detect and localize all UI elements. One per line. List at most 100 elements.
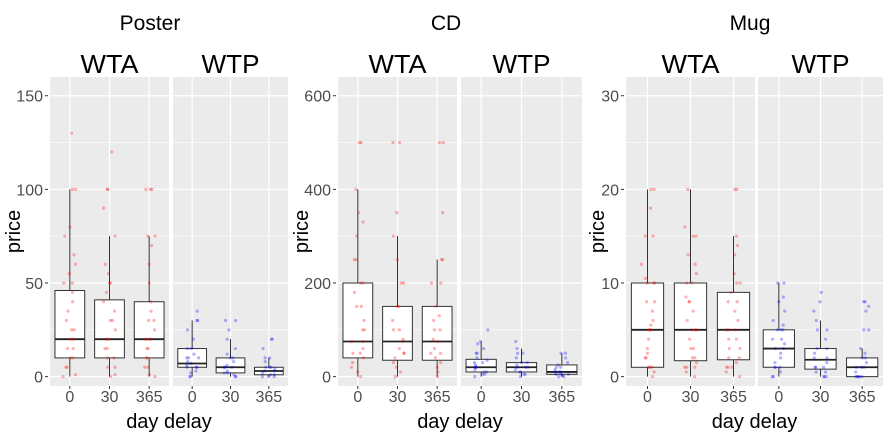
jitter-point [564, 356, 568, 360]
jitter-point [651, 375, 655, 379]
jitter-point [357, 140, 362, 145]
x-axis-label: day delay [417, 411, 503, 433]
jitter-point [724, 365, 729, 369]
jitter-point [192, 352, 196, 356]
x-axis-label: day delay [126, 411, 212, 433]
jitter-point [685, 281, 689, 285]
jitter-point [105, 337, 109, 341]
jitter-point [646, 365, 651, 369]
jitter-point [393, 356, 397, 360]
jitter-point [103, 262, 107, 266]
jitter-point [862, 365, 866, 369]
jitter-point [233, 375, 238, 379]
y-tick-label: 200 [304, 276, 331, 293]
jitter-point [149, 337, 153, 341]
jitter-point [152, 318, 156, 323]
jitter-point [432, 346, 437, 351]
jitter-point [352, 257, 356, 262]
jitter-point [150, 187, 154, 191]
jitter-point [648, 328, 652, 332]
x-tick-label: 365 [849, 389, 876, 406]
box [215, 357, 246, 374]
jitter-point [110, 150, 114, 154]
jitter-point [234, 318, 238, 323]
jitter-point [822, 375, 826, 379]
jitter-point [781, 295, 785, 299]
jitter-point [149, 300, 153, 304]
jitter-point [518, 370, 522, 374]
x-tick-label: 30 [812, 389, 830, 406]
jitter-point [230, 365, 234, 369]
jitter-point [361, 281, 365, 285]
jitter-point [694, 360, 699, 365]
jitter-point [113, 373, 117, 377]
jitter-point [261, 346, 265, 351]
jitter-point [269, 365, 273, 369]
jitter-point [268, 356, 272, 360]
jitter-point [73, 187, 78, 191]
jitter-point [436, 370, 440, 374]
jitter-point [646, 337, 651, 341]
jitter-point [147, 318, 151, 323]
jitter-point [557, 375, 561, 379]
jitter-point [272, 373, 276, 377]
jitter-point [145, 346, 149, 351]
y-tick-label: 100 [16, 182, 43, 199]
jitter-point [68, 356, 72, 360]
jitter-point [735, 281, 739, 285]
jitter-point [71, 356, 75, 360]
jitter-point [687, 300, 691, 304]
jitter-point [863, 300, 867, 304]
y-tick-label: 0 [34, 370, 43, 387]
box [177, 348, 208, 368]
jitter-point [858, 346, 863, 351]
jitter-point [68, 225, 72, 229]
jitter-point [106, 337, 111, 341]
jitter-point [194, 369, 198, 373]
box [94, 299, 125, 359]
jitter-point [521, 351, 525, 355]
jitter-point [733, 187, 737, 191]
jitter-point [359, 281, 363, 285]
y-axis-label: price [587, 210, 609, 253]
panel-title: Poster [120, 12, 181, 35]
x-tick-label: 0 [353, 389, 362, 406]
jitter-point [153, 375, 157, 379]
box [804, 348, 837, 370]
jitter-point [196, 318, 200, 323]
jitter-point [694, 328, 698, 332]
jitter-point [732, 272, 736, 276]
jitter-point [556, 363, 560, 367]
jitter-point [652, 300, 657, 304]
jitter-point [814, 318, 818, 323]
jitter-point [734, 337, 739, 341]
jitter-point [525, 360, 529, 365]
y-tick-label: 30 [601, 89, 619, 106]
jitter-point [437, 140, 442, 145]
jitter-point [359, 375, 363, 379]
jitter-point [650, 309, 655, 313]
jitter-point [689, 328, 694, 332]
jitter-point [68, 337, 73, 341]
jitter-point [775, 328, 780, 332]
jitter-point [438, 351, 443, 355]
jitter-point [781, 346, 785, 351]
jitter-point [113, 365, 117, 369]
jitter-point [691, 234, 695, 238]
jitter-point [64, 318, 68, 323]
jitter-point [514, 356, 518, 360]
jitter-point [513, 368, 518, 372]
jitter-point [106, 365, 110, 369]
jitter-point [272, 369, 276, 373]
jitter-point [475, 356, 479, 360]
jitter-point [71, 337, 75, 341]
jitter-point [195, 365, 199, 369]
jitter-point [854, 365, 859, 369]
jitter-point [770, 375, 775, 379]
jitter-point [726, 300, 730, 304]
jitter-point [693, 262, 697, 266]
jitter-point [814, 370, 818, 374]
jitter-point [70, 290, 75, 294]
jitter-point [724, 328, 729, 332]
